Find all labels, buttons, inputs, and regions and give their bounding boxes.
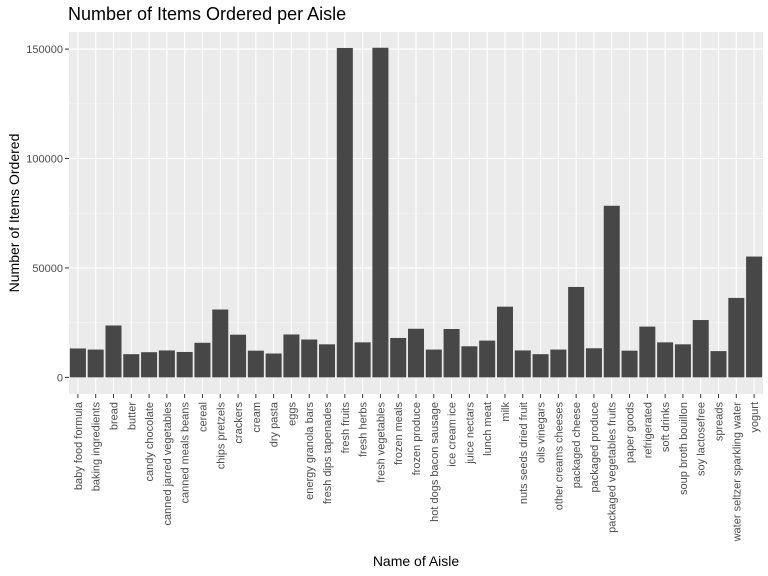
- x-tick-label: spreads: [714, 402, 726, 442]
- bar: [372, 47, 389, 378]
- bar: [621, 350, 638, 378]
- bar: [461, 346, 478, 378]
- x-tick-label: fresh vegetables: [375, 402, 387, 483]
- x-tick-label: cereal: [197, 402, 209, 432]
- bar: [674, 344, 691, 378]
- x-tick-label: chips pretzels: [215, 402, 227, 470]
- bar: [301, 339, 318, 378]
- x-tick-label: fresh fruits: [340, 402, 352, 454]
- x-tick-label: dry pasta: [269, 401, 281, 447]
- x-tick-label: baby food formula: [73, 401, 85, 490]
- bar: [746, 256, 763, 378]
- x-tick-label: packaged vegetables fruits: [607, 402, 619, 533]
- bar: [354, 342, 371, 378]
- bar: [603, 205, 620, 378]
- bar: [479, 340, 496, 378]
- x-tick-label: soup broth bouillon: [678, 402, 690, 495]
- x-tick-label: hot dogs bacon sausage: [429, 402, 441, 522]
- x-tick-label: water seltzer sparkling water: [731, 402, 743, 543]
- x-tick-label: butter: [126, 402, 138, 430]
- bar: [710, 351, 727, 378]
- y-tick-label: 50000: [32, 263, 63, 275]
- bar: [550, 349, 567, 378]
- x-tick-label: fresh herbs: [358, 402, 370, 458]
- bar: [230, 334, 247, 378]
- x-tick-label: frozen produce: [411, 402, 423, 475]
- x-tick-label: soft drinks: [660, 402, 672, 453]
- bar: [283, 334, 300, 378]
- bar: [425, 349, 442, 378]
- bar: [496, 306, 513, 378]
- x-tick-label: bread: [108, 402, 120, 430]
- x-tick-label: juice nectars: [464, 402, 476, 465]
- y-tick-label: 0: [57, 372, 63, 384]
- x-tick-label: milk: [500, 402, 512, 422]
- bar: [692, 320, 709, 378]
- bar: [728, 297, 745, 378]
- bar: [407, 328, 425, 378]
- bar: [532, 354, 549, 378]
- bar: [69, 348, 86, 378]
- bar: [319, 344, 336, 378]
- bar: [443, 328, 460, 378]
- bar: [336, 47, 353, 378]
- bar: [176, 351, 193, 378]
- x-tick-label: lunch meat: [482, 402, 494, 456]
- bar: [87, 349, 104, 378]
- bar: [585, 348, 602, 378]
- x-tick-label: baking ingredients: [91, 402, 103, 492]
- chart-title: Number of Items Ordered per Aisle: [68, 4, 346, 24]
- x-tick-label: ice cream ice: [447, 402, 459, 467]
- x-tick-label: soy lactosefree: [696, 402, 708, 476]
- x-tick-label: eggs: [286, 402, 298, 426]
- y-axis: 0 50000 100000 150000: [26, 44, 69, 384]
- x-tick-label: packaged produce: [589, 402, 601, 493]
- y-axis-title: Number of Items Ordered: [6, 134, 22, 293]
- x-axis: baby food formula baking ingredients bread…: [73, 394, 761, 542]
- y-tick-label: 100000: [26, 154, 63, 166]
- bar: [265, 353, 282, 378]
- x-tick-label: other creams cheeses: [553, 402, 565, 511]
- x-axis-title: Name of Aisle: [373, 553, 460, 569]
- bar: [390, 337, 407, 378]
- x-tick-label: canned jarred vegetables: [162, 402, 174, 526]
- bar: [247, 350, 264, 378]
- bar: [568, 286, 585, 378]
- x-tick-label: canned meals beans: [180, 402, 192, 504]
- x-tick-label: nuts seeds dried fruit: [518, 402, 530, 504]
- x-tick-label: fresh dips tapenades: [322, 402, 334, 505]
- x-tick-label: packaged cheese: [571, 402, 583, 488]
- x-tick-label: energy granola bars: [304, 402, 316, 500]
- x-tick-label: cream: [251, 402, 263, 433]
- bar: [141, 352, 158, 378]
- bar: [639, 326, 656, 378]
- bar: [105, 325, 122, 378]
- x-tick-label: paper goods: [625, 402, 637, 464]
- bar: [514, 350, 531, 378]
- x-tick-label: oils vinegars: [536, 402, 548, 464]
- x-tick-label: candy chocolate: [144, 402, 156, 482]
- bar: [158, 350, 175, 378]
- bar: [194, 342, 211, 378]
- bar: [212, 309, 229, 378]
- x-tick-label: crackers: [233, 402, 245, 444]
- bars: [69, 47, 763, 378]
- x-tick-label: yogurt: [749, 402, 761, 433]
- bar: [657, 342, 674, 378]
- x-tick-label: frozen meals: [393, 402, 405, 465]
- x-tick-label: refrigerated: [642, 402, 654, 458]
- bar: [123, 354, 140, 378]
- y-tick-label: 150000: [26, 44, 63, 56]
